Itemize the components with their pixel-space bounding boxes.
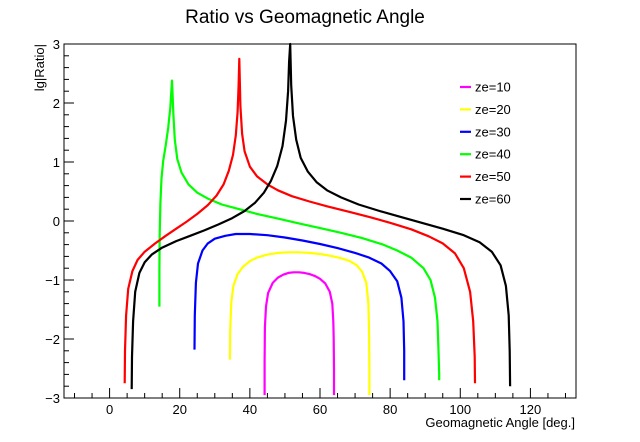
y-tick-label: 1 (53, 155, 60, 170)
legend-label: ze=10 (475, 80, 511, 95)
y-tick-label: −3 (45, 391, 60, 406)
legend-label: ze=30 (475, 124, 511, 139)
legend-label: ze=60 (475, 192, 511, 207)
x-tick-label: 120 (520, 402, 542, 417)
legend-box (455, 75, 541, 211)
series-line-ze-40 (158, 79, 441, 381)
series-layer (123, 42, 512, 396)
series-line-ze-30 (193, 232, 406, 381)
y-axis-label: lg|Ratio| (32, 44, 47, 91)
legend-label: ze=20 (475, 102, 511, 117)
x-tick-label: 40 (243, 402, 257, 417)
x-tick-label: 20 (172, 402, 186, 417)
x-tick-label: 80 (383, 402, 397, 417)
x-axis-label: Geomagnetic Angle [deg.] (425, 415, 575, 430)
y-tick-label: 0 (53, 214, 60, 229)
x-tick-label: 60 (313, 402, 327, 417)
y-tick-label: −1 (45, 273, 60, 288)
series-line-ze-60 (130, 42, 512, 390)
x-tick-label: 0 (106, 402, 113, 417)
y-tick-label: 2 (53, 96, 60, 111)
axes-layer: 0 20 40 60 80 100 120 −3 −2 −1 0 1 2 3 (45, 37, 566, 417)
series-line-ze-10 (263, 271, 336, 396)
legend-label: ze=50 (475, 169, 511, 184)
y-tick-label: −2 (45, 332, 60, 347)
chart-title: Ratio vs Geomagnetic Angle (185, 7, 425, 28)
legend-label: ze=40 (475, 147, 511, 162)
legend: ze=10 ze=20 ze=30 ze=40 ze=50 ze=60 (455, 75, 541, 211)
series-line-ze-50 (123, 57, 477, 384)
x-tick-label: 100 (449, 402, 471, 417)
series-line-ze-20 (228, 251, 371, 396)
y-tick-label: 3 (53, 37, 60, 52)
